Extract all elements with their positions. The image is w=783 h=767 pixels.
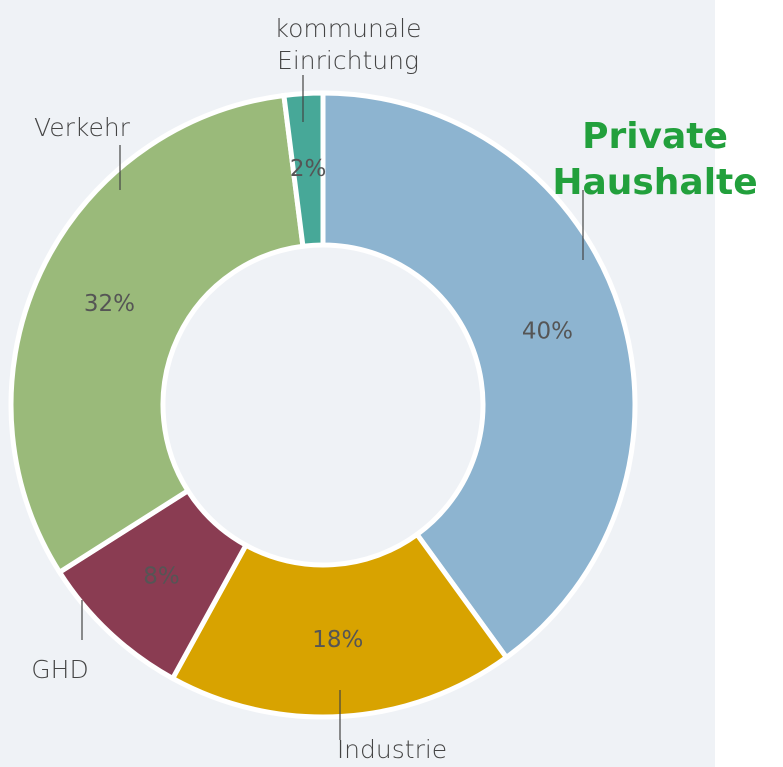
category-label: Private Haushalte [552,116,758,203]
slice [281,90,326,250]
value-label: 18% [312,627,363,653]
category-label: Industrie [336,735,448,764]
slice [169,530,510,720]
category-label: kommunale Einrichtung [274,14,422,75]
value-label: 40% [522,319,573,345]
value-label: 8% [143,564,180,590]
slice [8,92,306,576]
category-label: GHD [31,655,89,684]
slice [320,90,638,661]
value-label: 32% [84,291,135,317]
value-label: 2% [290,156,327,182]
category-label: Verkehr [34,113,130,142]
